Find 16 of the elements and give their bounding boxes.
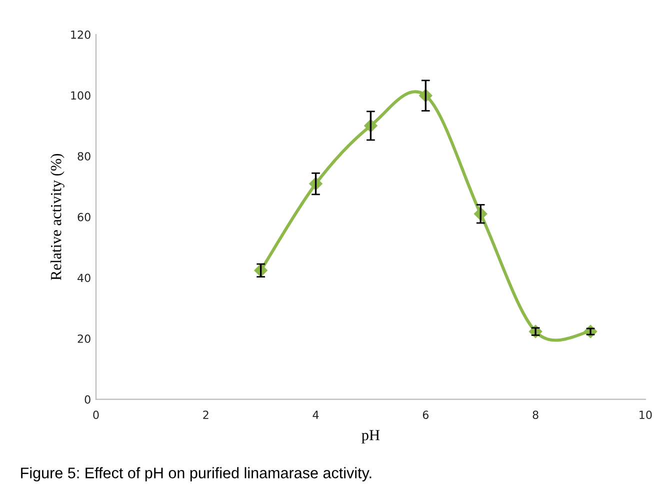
y-tick-label: 100 — [71, 91, 90, 100]
x-tick-label: 2 — [203, 410, 208, 419]
y-tick-label: 20 — [78, 334, 90, 343]
y-tick-label: 0 — [84, 395, 90, 404]
caption: Figure 5: Effect of pH on purified linamarase activity. — [21, 467, 372, 482]
y-tick-label: 120 — [71, 30, 90, 39]
y-axis-title: Relative activity (%) — [50, 154, 64, 280]
y-tick-label: 80 — [78, 152, 90, 160]
x-tick-label: 8 — [532, 410, 538, 420]
y-tick-label: 60 — [78, 212, 90, 222]
x-tick-label: 10 — [640, 410, 652, 420]
x-tick-label: 0 — [93, 410, 99, 420]
y-tick-label: 40 — [78, 274, 90, 282]
x-tick-label: 6 — [422, 410, 428, 420]
x-tick-label: 4 — [312, 410, 319, 419]
x-axis-title: pH — [362, 430, 380, 444]
